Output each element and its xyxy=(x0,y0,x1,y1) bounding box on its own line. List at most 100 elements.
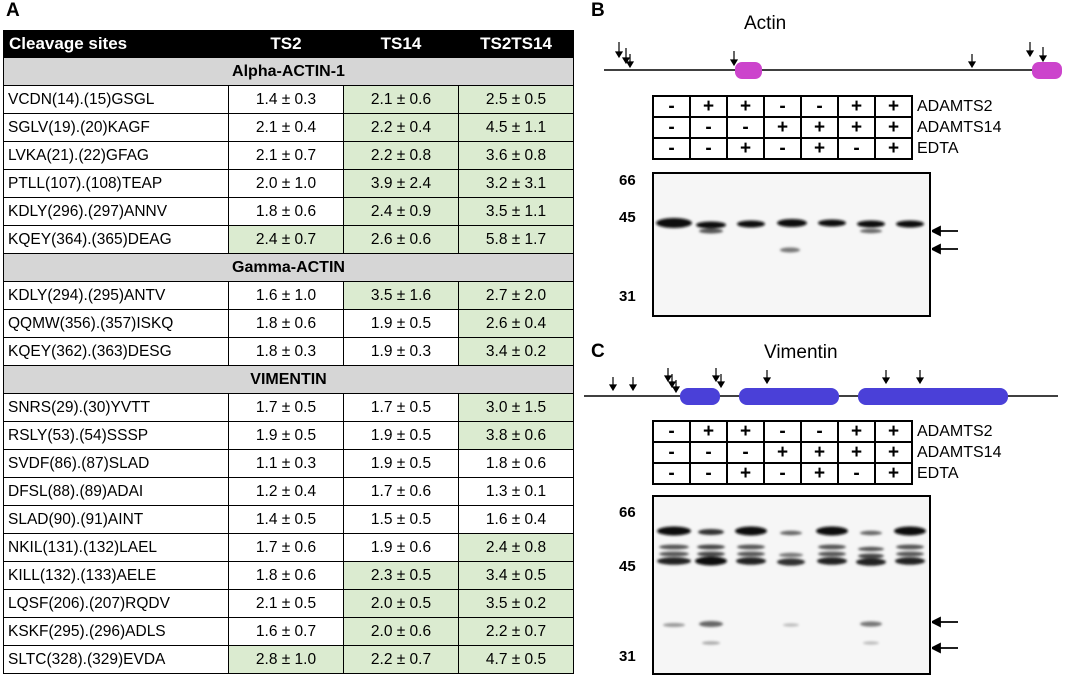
actin-marker-66: 66 xyxy=(619,172,636,189)
lane-sign: - xyxy=(726,441,765,464)
band xyxy=(858,553,884,559)
ts14-cell: 1.5 ± 0.5 xyxy=(343,505,459,534)
vimentin-domain xyxy=(858,388,1008,405)
table-row: KILL(132).(133)AELE 1.8 ± 0.6 2.3 ± 0.5 3.4… xyxy=(3,561,574,590)
band xyxy=(860,530,882,536)
lane-sign: + xyxy=(800,462,839,485)
table-row: KQEY(362).(363)DESG 1.8 ± 0.3 1.9 ± 0.3 3.4… xyxy=(3,337,574,366)
lane-sign: + xyxy=(763,441,802,464)
ts2ts14-cell: 1.6 ± 0.4 xyxy=(458,505,574,534)
vimentin-condition-row: - + + - - + + ADAMTS2 xyxy=(652,420,1002,443)
lane-sign: + xyxy=(837,116,876,139)
column-header-ts2ts14: TS2TS14 xyxy=(458,30,574,58)
condition-label: ADAMTS2 xyxy=(917,423,993,440)
column-header-ts14: TS14 xyxy=(343,30,459,58)
band xyxy=(699,228,723,234)
lane-sign: - xyxy=(689,137,728,160)
table-row: SLTC(328).(329)EVDA 2.8 ± 1.0 2.2 ± 0.7 4.7… xyxy=(3,645,574,674)
ts14-cell: 2.6 ± 0.6 xyxy=(343,225,459,254)
band xyxy=(657,557,691,565)
lane-sign: - xyxy=(800,95,839,118)
ts2ts14-cell: 3.2 ± 3.1 xyxy=(458,169,574,198)
band xyxy=(817,557,847,565)
cleavage-sites-table: Cleavage sites TS2 TS14 TS2TS14 Alpha-AC… xyxy=(3,30,574,674)
ts14-cell: 2.0 ± 0.5 xyxy=(343,589,459,618)
lane-sign: + xyxy=(726,95,765,118)
band xyxy=(857,220,885,228)
lane-sign: + xyxy=(837,441,876,464)
lane-sign: + xyxy=(726,420,765,443)
band xyxy=(783,623,799,627)
band xyxy=(818,219,846,227)
site-cell: SGLV(19).(20)KAGF xyxy=(3,113,229,142)
panel-label-a: A xyxy=(6,0,20,21)
ts2-cell: 1.7 ± 0.6 xyxy=(228,533,344,562)
ts2-cell: 2.1 ± 0.5 xyxy=(228,589,344,618)
column-header-sites: Cleavage sites xyxy=(3,30,229,58)
lane-sign: - xyxy=(652,95,691,118)
ts14-cell: 2.2 ± 0.8 xyxy=(343,141,459,170)
ts14-cell: 1.9 ± 0.3 xyxy=(343,337,459,366)
lane-sign: + xyxy=(689,95,728,118)
band xyxy=(818,551,846,557)
ts2-cell: 1.1 ± 0.3 xyxy=(228,449,344,478)
actin-blot-bands xyxy=(656,218,924,253)
vimentin-schematic xyxy=(584,368,1058,405)
ts2-cell: 2.4 ± 0.7 xyxy=(228,225,344,254)
lane-sign: - xyxy=(652,420,691,443)
vimentin-blot-bands xyxy=(657,526,926,645)
site-cell: SLAD(90).(91)AINT xyxy=(3,505,229,534)
table-row: LQSF(206).(207)RQDV 2.1 ± 0.5 2.0 ± 0.5 3.5… xyxy=(3,589,574,618)
site-cell: KQEY(362).(363)DESG xyxy=(3,337,229,366)
band xyxy=(896,220,924,228)
vimentin-marker-66: 66 xyxy=(619,504,636,521)
lane-sign: + xyxy=(800,137,839,160)
panel-label-b: B xyxy=(591,0,605,21)
site-cell: KDLY(296).(297)ANNV xyxy=(3,197,229,226)
site-cell: VCDN(14).(15)GSGL xyxy=(3,85,229,114)
lane-sign: - xyxy=(763,137,802,160)
group-header-row: VIMENTIN xyxy=(3,365,574,394)
lane-sign: - xyxy=(652,137,691,160)
table-row: PTLL(107).(108)TEAP 2.0 ± 1.0 3.9 ± 2.4 3.2… xyxy=(3,169,574,198)
lane-sign: - xyxy=(689,116,728,139)
vimentin-marker-31: 31 xyxy=(619,648,636,665)
table-row: SNRS(29).(30)YVTT 1.7 ± 0.5 1.7 ± 0.5 3.0 ±… xyxy=(3,393,574,422)
ts2ts14-cell: 1.3 ± 0.1 xyxy=(458,477,574,506)
vimentin-cleavage-arrows xyxy=(608,368,925,394)
ts2ts14-cell: 4.5 ± 1.1 xyxy=(458,113,574,142)
ts2-cell: 1.8 ± 0.3 xyxy=(228,337,344,366)
ts14-cell: 3.5 ± 1.6 xyxy=(343,281,459,310)
table-row: NKIL(131).(132)LAEL 1.7 ± 0.6 1.9 ± 0.6 2.4… xyxy=(3,533,574,562)
band xyxy=(856,558,886,566)
table-row: VCDN(14).(15)GSGL 1.4 ± 0.3 2.1 ± 0.6 2.5 ±… xyxy=(3,85,574,114)
lane-sign: + xyxy=(874,137,913,160)
ts2-cell: 1.7 ± 0.5 xyxy=(228,393,344,422)
ts2-cell: 1.8 ± 0.6 xyxy=(228,561,344,590)
site-cell: KILL(132).(133)AELE xyxy=(3,561,229,590)
lane-sign: - xyxy=(763,95,802,118)
condition-label: ADAMTS2 xyxy=(917,98,993,115)
actin-title: Actin xyxy=(744,13,787,34)
vimentin-conditions-table: - + + - - + + ADAMTS2- - - + + + + ADAMTS14- - + - + - + EDTA xyxy=(652,420,1003,485)
lane-sign: + xyxy=(726,462,765,485)
ts14-cell: 2.1 ± 0.6 xyxy=(343,85,459,114)
ts2ts14-cell: 5.8 ± 1.7 xyxy=(458,225,574,254)
lane-sign: - xyxy=(689,441,728,464)
ts14-cell: 1.7 ± 0.5 xyxy=(343,393,459,422)
ts14-cell: 1.9 ± 0.5 xyxy=(343,449,459,478)
vimentin-condition-row: - - - + + + + ADAMTS14 xyxy=(652,441,1002,464)
lane-sign: + xyxy=(874,462,913,485)
table-row: QQMW(356).(357)ISKQ 1.8 ± 0.6 1.9 ± 0.5 2.6… xyxy=(3,309,574,338)
ts2-cell: 1.4 ± 0.3 xyxy=(228,85,344,114)
table-row: KSKF(295).(296)ADLS 1.6 ± 0.7 2.0 ± 0.6 2.2… xyxy=(3,617,574,646)
site-cell: KQEY(364).(365)DEAG xyxy=(3,225,229,254)
band xyxy=(780,247,800,253)
actin-conditions-table: - + + - - + + ADAMTS2- - - + + + + ADAMTS14- - + - + - + EDTA xyxy=(652,95,1003,160)
site-cell: KDLY(294).(295)ANTV xyxy=(3,281,229,310)
vimentin-domain xyxy=(739,388,839,405)
band xyxy=(737,551,765,557)
ts14-cell: 2.2 ± 0.7 xyxy=(343,645,459,674)
site-cell: SVDF(86).(87)SLAD xyxy=(3,449,229,478)
actin-product-arrows xyxy=(932,225,958,255)
